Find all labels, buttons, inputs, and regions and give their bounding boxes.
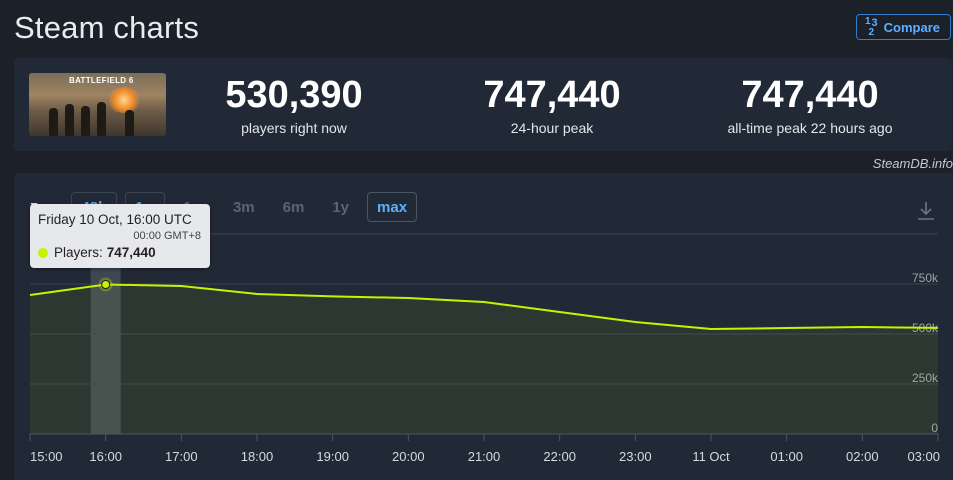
stat-value: 747,440 (741, 74, 879, 116)
x-tick-label: 21:00 (468, 449, 501, 464)
x-tick-label: 17:00 (165, 449, 198, 464)
tooltip-date: Friday 10 Oct, 16:00 UTC (38, 212, 192, 227)
stats-panel: BATTLEFIELD 6 530,390 players right now … (14, 58, 952, 151)
x-tick-label: 01:00 (770, 449, 803, 464)
zoom-6m-button[interactable]: 6m (282, 198, 305, 216)
stat-label: all-time peak 22 hours ago (727, 120, 893, 136)
stat-value: 747,440 (483, 74, 621, 116)
chart-tooltip: Friday 10 Oct, 16:00 UTC 00:00 GMT+8 Pla… (30, 204, 210, 268)
x-tick-label: 02:00 (846, 449, 879, 464)
area-fill (30, 284, 938, 434)
stat-players-now: 530,390 players right now (174, 76, 414, 136)
x-tick-label: 22:00 (543, 449, 576, 464)
game-thumbnail[interactable]: BATTLEFIELD 6 (29, 73, 166, 136)
page-title: Steam charts (14, 10, 200, 45)
tooltip-series-row: Players: 747,440 (38, 245, 156, 260)
steamdb-credit[interactable]: SteamDB.info (872, 156, 953, 171)
y-tick-label: 750k (912, 271, 939, 285)
tooltip-local-time: 00:00 GMT+8 (133, 230, 201, 242)
stat-value: 530,390 (225, 74, 363, 116)
zoom-1y-button[interactable]: 1y (332, 198, 350, 216)
x-tick-label: 15:00 (30, 449, 63, 464)
stat-label: 24-hour peak (510, 120, 594, 136)
x-tick-label: 18:00 (241, 449, 274, 464)
compare-label: Compare (883, 19, 940, 35)
stat-24h-peak: 747,440 24-hour peak (432, 76, 672, 136)
x-tick-label: 16:00 (89, 449, 122, 464)
soldier-silhouette (65, 104, 74, 136)
stat-all-time-peak: 747,440 all-time peak 22 hours ago (690, 76, 930, 136)
explosion-graphic (107, 87, 141, 113)
soldier-silhouette (49, 108, 58, 136)
x-tick-label: 20:00 (392, 449, 425, 464)
x-tick-label: 11 Oct (692, 449, 730, 464)
series-line-players (29, 283, 939, 331)
stat-label: players right now (241, 120, 347, 136)
y-tick-label: 250k (912, 371, 939, 385)
tooltip-series-label: Players: (54, 245, 103, 260)
tooltip-value: 747,440 (106, 245, 156, 260)
y-tick-label: 0 (931, 421, 938, 435)
x-tick-label: 19:00 (316, 449, 349, 464)
hover-point (101, 280, 111, 290)
soldier-silhouette (125, 110, 134, 136)
series-color-dot (38, 247, 48, 258)
game-logo-text: BATTLEFIELD 6 (69, 76, 134, 85)
x-tick-label: 03:00 (907, 449, 940, 464)
zoom-3m-button[interactable]: 3m (232, 198, 255, 216)
x-tick-label: 23:00 (619, 449, 652, 464)
soldier-silhouette (81, 106, 90, 136)
soldier-silhouette (97, 102, 106, 136)
download-icon[interactable] (917, 200, 935, 222)
zoom-max-button[interactable]: max (367, 192, 418, 222)
